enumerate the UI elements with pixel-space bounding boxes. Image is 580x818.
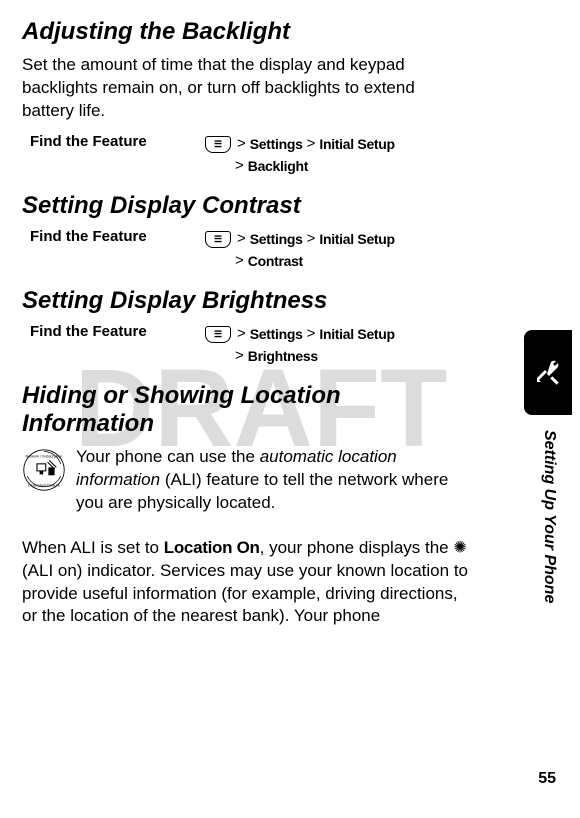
paragraph-location-1: Your phone can use the automatic locatio…: [76, 446, 470, 515]
feature-row-brightness: Find the Feature ☰ > Settings > Initial …: [30, 323, 470, 368]
feature-row-backlight: Find the Feature ☰ > Settings > Initial …: [30, 133, 470, 178]
path-contrast: Contrast: [248, 251, 303, 272]
paragraph-backlight-intro: Set the amount of time that the display …: [22, 54, 470, 123]
path-separator: >: [235, 155, 244, 178]
path-separator: >: [235, 250, 244, 273]
feature-row-contrast: Find the Feature ☰ > Settings > Initial …: [30, 228, 470, 273]
menu-key-icon: ☰: [205, 136, 231, 153]
feature-path-contrast: ☰ > Settings > Initial Setup > Contrast: [205, 228, 395, 273]
paragraph-location-2: When ALI is set to Location On, your pho…: [22, 537, 470, 629]
heading-brightness: Setting Display Brightness: [22, 287, 470, 315]
path-settings: Settings: [250, 134, 303, 155]
path-separator: >: [235, 345, 244, 368]
path-settings: Settings: [250, 324, 303, 345]
path-initial-setup: Initial Setup: [319, 229, 394, 250]
heading-location: Hiding or Showing Location Information: [22, 382, 470, 438]
path-separator: >: [237, 323, 246, 346]
side-tab: [524, 330, 572, 415]
side-section-label: Setting Up Your Phone: [540, 430, 558, 603]
wrench-screwdriver-icon: [533, 358, 563, 388]
heading-contrast: Setting Display Contrast: [22, 192, 470, 220]
path-settings: Settings: [250, 229, 303, 250]
path-initial-setup: Initial Setup: [319, 134, 394, 155]
feature-label: Find the Feature: [30, 228, 205, 245]
feature-label: Find the Feature: [30, 133, 205, 150]
path-separator: >: [307, 133, 316, 156]
heading-backlight: Adjusting the Backlight: [22, 18, 470, 46]
ali-on-icon: ✺: [453, 539, 466, 556]
page-number: 55: [538, 770, 556, 788]
network-dependent-icon: Network / Subscription Dependent Feature: [22, 448, 66, 492]
menu-key-icon: ☰: [205, 231, 231, 248]
svg-text:Network / Subscription: Network / Subscription: [26, 454, 63, 458]
feature-path-brightness: ☰ > Settings > Initial Setup > Brightnes…: [205, 323, 395, 368]
menu-key-icon: ☰: [205, 326, 231, 343]
path-separator: >: [237, 228, 246, 251]
path-separator: >: [237, 133, 246, 156]
path-backlight: Backlight: [248, 156, 308, 177]
location-info-row: Network / Subscription Dependent Feature…: [22, 446, 470, 525]
path-brightness: Brightness: [248, 346, 318, 367]
path-initial-setup: Initial Setup: [319, 324, 394, 345]
feature-label: Find the Feature: [30, 323, 205, 340]
feature-path-backlight: ☰ > Settings > Initial Setup > Backlight: [205, 133, 395, 178]
path-separator: >: [307, 323, 316, 346]
page-content: Adjusting the Backlight Set the amount o…: [0, 0, 510, 628]
svg-text:Dependent Feature: Dependent Feature: [28, 484, 60, 488]
path-separator: >: [307, 228, 316, 251]
